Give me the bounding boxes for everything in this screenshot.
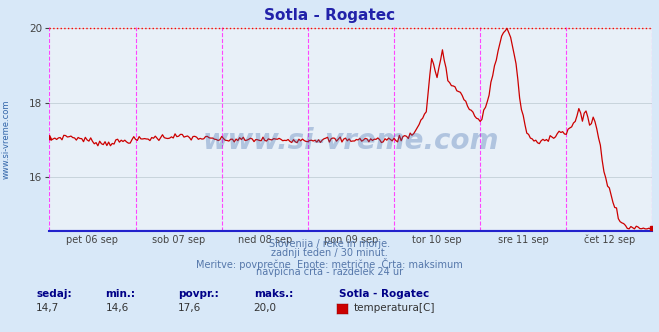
Text: Meritve: povprečne  Enote: metrične  Črta: maksimum: Meritve: povprečne Enote: metrične Črta:… xyxy=(196,258,463,270)
Text: Sotla - Rogatec: Sotla - Rogatec xyxy=(264,8,395,23)
Text: www.si-vreme.com: www.si-vreme.com xyxy=(203,127,499,155)
Text: 14,6: 14,6 xyxy=(105,303,129,313)
Text: maks.:: maks.: xyxy=(254,289,293,299)
Text: min.:: min.: xyxy=(105,289,136,299)
Text: zadnji teden / 30 minut.: zadnji teden / 30 minut. xyxy=(271,248,388,258)
Text: www.si-vreme.com: www.si-vreme.com xyxy=(2,100,11,179)
Text: Slovenija / reke in morje.: Slovenija / reke in morje. xyxy=(269,239,390,249)
Text: temperatura[C]: temperatura[C] xyxy=(353,303,435,313)
Text: povpr.:: povpr.: xyxy=(178,289,219,299)
Text: Sotla - Rogatec: Sotla - Rogatec xyxy=(339,289,430,299)
Text: navpična črta - razdelek 24 ur: navpična črta - razdelek 24 ur xyxy=(256,267,403,278)
Text: 20,0: 20,0 xyxy=(254,303,277,313)
Text: 14,7: 14,7 xyxy=(36,303,59,313)
Text: 17,6: 17,6 xyxy=(178,303,201,313)
Text: sedaj:: sedaj: xyxy=(36,289,72,299)
